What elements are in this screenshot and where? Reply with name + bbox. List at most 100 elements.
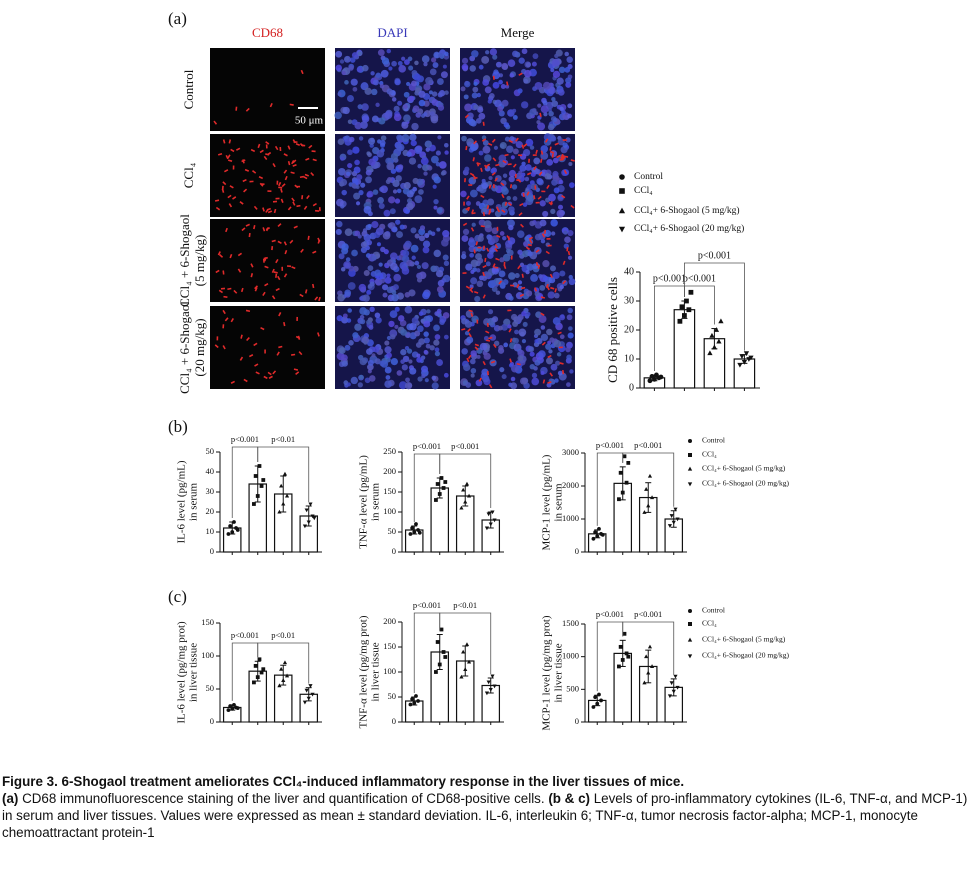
cd68-signal: [571, 160, 575, 161]
micrograph: [335, 306, 450, 390]
data-point: [414, 694, 418, 698]
nucleus: [518, 328, 526, 336]
cd68-signal: [306, 289, 307, 293]
row-label-line: (5 mg/kg): [192, 235, 207, 287]
data-point: [254, 664, 258, 668]
significance-label: p<0.001: [231, 434, 259, 444]
nucleus: [351, 250, 358, 257]
cd68-signal: [488, 337, 492, 338]
nucleus: [443, 312, 450, 319]
cd68-signal: [550, 288, 554, 289]
nucleus: [502, 374, 507, 379]
data-point: [442, 650, 446, 654]
nucleus: [510, 382, 517, 389]
nucleus: [376, 227, 384, 235]
nucleus: [526, 139, 534, 147]
nucleus: [410, 227, 416, 233]
nucleus: [405, 377, 410, 382]
cd68-signal: [481, 226, 485, 227]
data-point: [434, 498, 438, 502]
nucleus: [512, 184, 517, 189]
nucleus: [444, 373, 449, 378]
nucleus: [474, 296, 480, 302]
nucleus: [542, 211, 548, 217]
nucleus: [461, 318, 467, 324]
cd68-signal: [555, 288, 556, 292]
nucleus: [374, 269, 381, 276]
data-point: [230, 530, 234, 534]
nucleus: [559, 180, 564, 185]
data-point: [682, 313, 687, 318]
y-axis-label-line: TNF-α level (pg/mg prot): [358, 615, 370, 728]
nucleus: [472, 223, 476, 227]
legend-label: CCl₄+ 6-Shogaol (5 mg/kg): [634, 205, 740, 216]
nucleus: [567, 103, 572, 108]
y-axis-label: TNF-α level (pg/mg prot)in liver tissue: [358, 615, 382, 728]
micrograph: [460, 219, 575, 302]
y-tick-label: 200: [383, 466, 396, 476]
nucleus: [390, 208, 396, 214]
nucleus: [500, 231, 505, 236]
nucleus: [461, 254, 466, 259]
data-point: [592, 537, 596, 541]
nucleus: [444, 150, 448, 154]
nucleus: [348, 120, 353, 125]
nucleus: [360, 183, 365, 188]
cd68-signal: [265, 154, 269, 155]
data-point: [236, 706, 240, 710]
nucleus: [550, 68, 554, 72]
nucleus: [381, 135, 387, 141]
nucleus: [343, 107, 350, 114]
nucleus: [524, 70, 532, 78]
nucleus: [501, 63, 508, 70]
nucleus: [391, 61, 397, 67]
data-point: [625, 481, 629, 485]
nucleus: [525, 177, 530, 182]
nucleus: [546, 159, 553, 166]
nucleus: [337, 315, 343, 321]
nucleus: [437, 208, 443, 214]
cd68-signal: [289, 161, 290, 165]
nucleus: [521, 101, 528, 108]
data-point: [617, 665, 621, 669]
data-point: [410, 526, 414, 530]
nucleus: [564, 52, 569, 57]
nucleus: [366, 170, 372, 176]
y-tick-label: 150: [383, 641, 396, 651]
data-point: [232, 703, 236, 707]
nucleus: [363, 341, 367, 345]
data-point: [680, 304, 685, 309]
nucleus: [423, 321, 430, 328]
nucleus: [517, 230, 525, 238]
nucleus: [387, 287, 394, 294]
nucleus: [506, 145, 514, 153]
nucleus: [345, 57, 349, 61]
nucleus: [522, 339, 526, 343]
data-point: [279, 667, 283, 671]
nucleus: [499, 257, 504, 262]
y-axis-label: MCP-1 level (pg/mg prot)in liver tissue: [541, 615, 565, 731]
nucleus: [392, 180, 399, 187]
y-axis-label: MCP-1 level (pg/mL)in serum: [541, 454, 565, 550]
nucleus: [552, 171, 558, 177]
significance-label: p<0.01: [271, 630, 295, 640]
data-point: [673, 675, 677, 679]
nucleus: [338, 92, 342, 96]
nucleus: [519, 165, 526, 172]
data-point: [626, 461, 630, 465]
micrograph: [210, 134, 325, 217]
nucleus: [376, 150, 384, 158]
y-axis-label-line: in liver tissue: [370, 642, 382, 701]
data-point: [689, 290, 694, 295]
nucleus: [383, 232, 391, 240]
cd68-signal: [517, 364, 521, 365]
cd68-signal: [290, 104, 294, 105]
nucleus: [433, 325, 440, 332]
cd68-signal: [569, 251, 570, 255]
y-tick-label: 1500: [562, 618, 579, 628]
y-tick-label: 1000: [562, 651, 579, 661]
nucleus: [336, 65, 342, 71]
nucleus: [520, 153, 526, 159]
nucleus: [433, 266, 439, 272]
nucleus: [414, 61, 419, 66]
